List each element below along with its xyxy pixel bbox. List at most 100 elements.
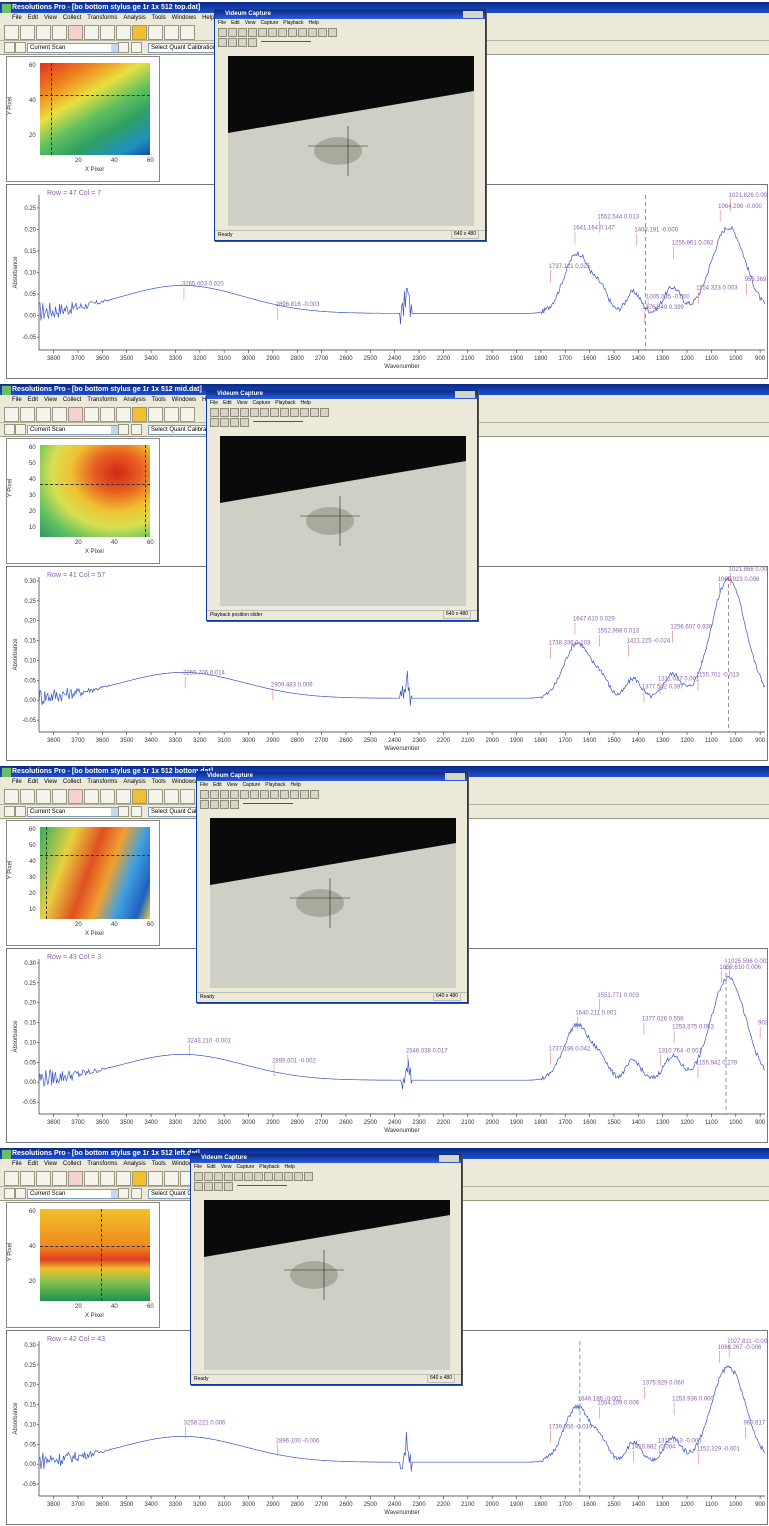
- capture-tool-icon[interactable]: [328, 28, 337, 37]
- playback-slider[interactable]: [237, 1185, 287, 1186]
- save-icon[interactable]: [36, 1171, 51, 1186]
- save-icon[interactable]: [36, 789, 51, 804]
- capture-tool-icon[interactable]: [250, 790, 259, 799]
- copy-icon[interactable]: [84, 407, 99, 422]
- capture-tool-icon[interactable]: [270, 408, 279, 417]
- capture-tool-icon[interactable]: [228, 28, 237, 37]
- capture-tool-icon[interactable]: [230, 408, 239, 417]
- capture-tool-icon[interactable]: [194, 1172, 203, 1181]
- step-back-icon[interactable]: [238, 38, 247, 47]
- cut-icon[interactable]: [68, 1171, 83, 1186]
- capture-menu-item[interactable]: Capture: [260, 20, 279, 26]
- capture-menu-item[interactable]: File: [210, 400, 219, 406]
- new-icon[interactable]: [4, 789, 19, 804]
- play-icon[interactable]: [194, 1182, 203, 1191]
- menu-item[interactable]: Windows: [171, 397, 197, 403]
- scan-select[interactable]: Current Scan: [27, 425, 119, 435]
- menu-item[interactable]: Edit: [27, 1161, 39, 1167]
- collect-icon[interactable]: [180, 25, 195, 40]
- menu-item[interactable]: Tools: [151, 15, 166, 21]
- menu-item[interactable]: View: [44, 779, 57, 785]
- capture-title-bar[interactable]: Videum Capture: [215, 10, 485, 19]
- heat-map[interactable]: [40, 1209, 150, 1301]
- step-forward-icon[interactable]: [248, 38, 257, 47]
- capture-tool-icon[interactable]: [294, 1172, 303, 1181]
- stop-icon[interactable]: [204, 1182, 213, 1191]
- capture-tool-icon[interactable]: [268, 28, 277, 37]
- menu-item[interactable]: View: [44, 15, 57, 21]
- step-forward-icon[interactable]: [240, 418, 249, 427]
- menu-item[interactable]: Analysis: [123, 1161, 146, 1167]
- capture-menu-item[interactable]: Capture: [236, 1164, 255, 1170]
- capture-tool-icon[interactable]: [210, 790, 219, 799]
- window-controls[interactable]: [445, 773, 465, 780]
- capture-menu-item[interactable]: File: [194, 1164, 203, 1170]
- grid-icon[interactable]: [148, 407, 163, 422]
- playback-slider[interactable]: [261, 41, 311, 42]
- ruler-icon[interactable]: [15, 424, 26, 435]
- capture-menu-item[interactable]: Capture: [242, 782, 261, 788]
- capture-menu-item[interactable]: Help: [308, 20, 319, 26]
- step-forward-icon[interactable]: [224, 1182, 233, 1191]
- cut-icon[interactable]: [68, 407, 83, 422]
- capture-tool-icon[interactable]: [234, 1172, 243, 1181]
- menu-item[interactable]: Analysis: [123, 779, 146, 785]
- step-back-icon[interactable]: [230, 418, 239, 427]
- print-icon[interactable]: [52, 789, 67, 804]
- paste-icon[interactable]: [100, 407, 115, 422]
- cursor-icon[interactable]: [4, 806, 15, 817]
- menu-item[interactable]: Transforms: [87, 1161, 118, 1167]
- capture-tool-icon[interactable]: [310, 790, 319, 799]
- capture-tool-icon[interactable]: [308, 28, 317, 37]
- menu-item[interactable]: Transforms: [87, 779, 118, 785]
- ruler-icon[interactable]: [15, 1188, 26, 1199]
- print-icon[interactable]: [52, 407, 67, 422]
- map-icon[interactable]: [132, 789, 147, 804]
- heat-map[interactable]: [40, 63, 150, 155]
- play-icon[interactable]: [218, 38, 227, 47]
- capture-menu-item[interactable]: View: [220, 1164, 232, 1170]
- new-icon[interactable]: [4, 1171, 19, 1186]
- capture-menu-item[interactable]: Playback: [259, 1164, 280, 1170]
- quant-calibration-select[interactable]: Select Quant Calibration: [148, 43, 222, 53]
- menu-item[interactable]: Collect: [62, 15, 82, 21]
- scan-select[interactable]: Current Scan: [27, 1189, 119, 1199]
- play-icon[interactable]: [200, 800, 209, 809]
- cut-icon[interactable]: [68, 25, 83, 40]
- capture-tool-icon[interactable]: [204, 1172, 213, 1181]
- open-icon[interactable]: [20, 789, 35, 804]
- capture-tool-icon[interactable]: [248, 28, 257, 37]
- cursor-icon[interactable]: [4, 424, 15, 435]
- capture-menu-item[interactable]: Playback: [265, 782, 286, 788]
- capture-tool-icon[interactable]: [304, 1172, 313, 1181]
- window-controls[interactable]: [455, 391, 475, 398]
- open-icon[interactable]: [20, 1171, 35, 1186]
- step-back-icon[interactable]: [214, 1182, 223, 1191]
- menu-item[interactable]: File: [12, 15, 22, 21]
- capture-menu-item[interactable]: View: [236, 400, 248, 406]
- capture-menu-item[interactable]: Edit: [213, 782, 222, 788]
- heat-map[interactable]: [40, 445, 150, 537]
- capture-tool-icon[interactable]: [260, 408, 269, 417]
- capture-tool-icon[interactable]: [260, 790, 269, 799]
- ruler-icon[interactable]: [15, 42, 26, 53]
- capture-tool-icon[interactable]: [290, 408, 299, 417]
- capture-menu-item[interactable]: Edit: [231, 20, 240, 26]
- print-icon[interactable]: [52, 1171, 67, 1186]
- peak-icon[interactable]: [118, 1188, 129, 1199]
- map-icon[interactable]: [132, 1171, 147, 1186]
- grid-icon[interactable]: [148, 25, 163, 40]
- capture-tool-icon[interactable]: [240, 790, 249, 799]
- menu-item[interactable]: Collect: [62, 397, 82, 403]
- step-forward-icon[interactable]: [230, 800, 239, 809]
- peak-icon[interactable]: [118, 424, 129, 435]
- menu-item[interactable]: Tools: [151, 1161, 166, 1167]
- menu-item[interactable]: Collect: [62, 779, 82, 785]
- menu-item[interactable]: Collect: [62, 1161, 82, 1167]
- menu-item[interactable]: File: [12, 779, 22, 785]
- capture-tool-icon[interactable]: [220, 790, 229, 799]
- capture-tool-icon[interactable]: [318, 28, 327, 37]
- capture-menu-item[interactable]: Help: [290, 782, 301, 788]
- cursor-icon[interactable]: [4, 42, 15, 53]
- new-icon[interactable]: [4, 25, 19, 40]
